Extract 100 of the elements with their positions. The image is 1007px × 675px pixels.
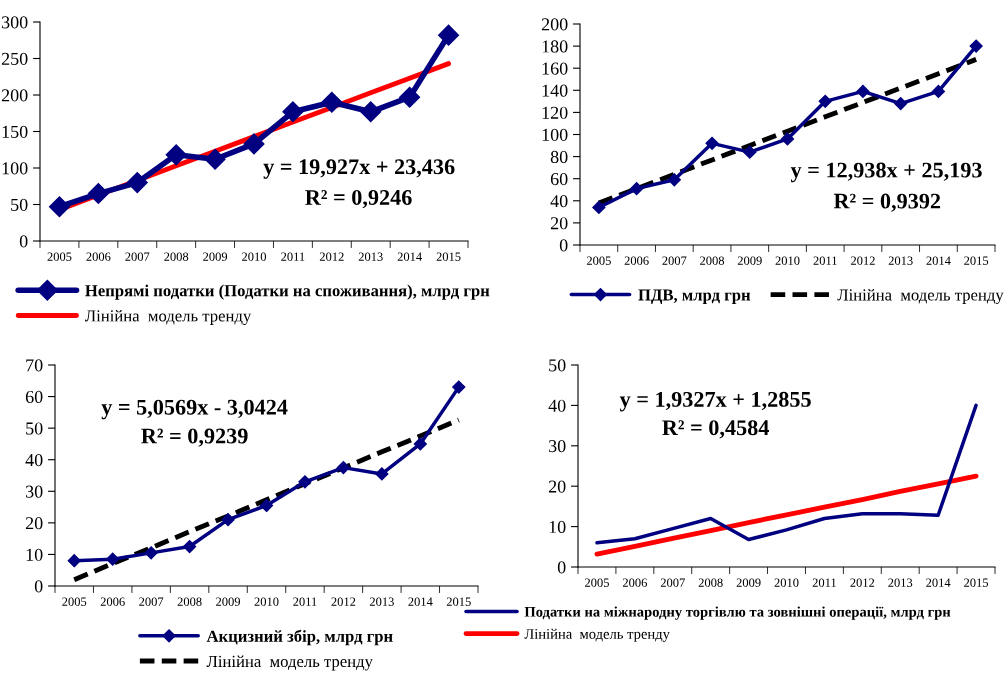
y-tick-label: 70: [26, 359, 43, 372]
y-tick-label: 100: [542, 128, 568, 141]
y-tick-label: 50: [26, 422, 43, 435]
y-tick-label: 30: [549, 440, 566, 453]
point: [360, 101, 382, 123]
y-tick-label: 250: [1, 52, 28, 65]
annotation: R² = 0,9246: [305, 189, 412, 209]
point: [144, 546, 158, 560]
point: [931, 84, 945, 98]
point: [204, 148, 226, 170]
x-tick-label: 2010: [242, 252, 267, 261]
y-tick-label: 160: [542, 62, 568, 75]
point: [282, 101, 304, 123]
point: [375, 467, 389, 481]
y-tick-label: 300: [1, 16, 28, 29]
x-tick-label: 2006: [100, 597, 125, 606]
point: [298, 475, 312, 489]
point: [969, 39, 983, 53]
point: [592, 200, 606, 215]
x-tick-label: 2006: [86, 252, 111, 261]
legend-label: Акцизний збір, млрд грн: [206, 629, 393, 646]
legend-label: Лінійна модель тренду: [524, 628, 670, 642]
point: [87, 183, 109, 205]
x-tick-label: 2015: [446, 597, 471, 606]
point: [438, 24, 460, 46]
x-tick-label: 2008: [164, 252, 189, 261]
x-tick-label: 2007: [662, 256, 687, 265]
y-tick-label: 10: [549, 520, 566, 534]
x-tick-label: 2014: [926, 578, 951, 587]
y-tick-label: 180: [542, 40, 568, 53]
point: [183, 539, 197, 554]
point: [667, 173, 681, 187]
x-tick-label: 2012: [319, 252, 344, 261]
x-tick-label: 2014: [408, 597, 433, 606]
legend-label: Лінійна модель тренду: [206, 655, 373, 671]
x-tick-label: 2008: [700, 256, 725, 265]
y-tick-label: 20: [25, 517, 43, 530]
x-tick-label: 2008: [698, 578, 723, 587]
x-tick-label: 2005: [586, 256, 611, 265]
legend-label: Лінійна модель тренду: [837, 288, 1004, 304]
y-tick-label: 50: [549, 359, 566, 372]
x-tick-label: 2014: [397, 252, 422, 261]
point: [259, 498, 274, 513]
y-tick-label: 30: [26, 485, 43, 498]
x-tick-label: 2012: [851, 256, 875, 265]
point: [106, 552, 120, 566]
x-tick-label: 2015: [964, 256, 989, 265]
x-tick-label: 2011: [813, 256, 837, 265]
x-tick-label: 2005: [585, 578, 609, 587]
y-tick-label: 50: [11, 198, 28, 211]
point: [399, 86, 421, 108]
point: [126, 172, 148, 194]
x-tick-label: 2013: [369, 597, 394, 606]
x-tick-label: 2012: [331, 597, 356, 606]
y-tick-label: 20: [548, 480, 566, 493]
y-tick-label: 200: [541, 18, 568, 31]
legend-label: Лінійна модель тренду: [85, 309, 252, 325]
y-tick-label: 0: [34, 580, 43, 593]
y-tick-label: 0: [19, 235, 28, 248]
point: [630, 182, 644, 196]
annotation: y = 19,927x + 23,436: [263, 159, 455, 179]
y-tick-label: 200: [1, 89, 28, 102]
x-tick-label: 2009: [737, 256, 762, 265]
x-tick-label: 2006: [624, 256, 649, 265]
y-tick-label: 40: [548, 399, 566, 412]
annotation: y = 1,9327x + 1,2855: [619, 391, 811, 412]
point: [48, 196, 70, 218]
y-tick-label: 0: [557, 561, 566, 574]
point: [818, 94, 832, 108]
x-tick-label: 2015: [964, 578, 989, 587]
y-tick-label: 150: [2, 125, 28, 138]
x-tick-label: 2011: [293, 597, 317, 606]
point: [336, 461, 350, 475]
x-tick-label: 2008: [177, 597, 202, 606]
line-series: [594, 473, 979, 557]
point: [743, 145, 757, 159]
annotation: y = 5,0569x - 3,0424: [101, 399, 288, 420]
point: [221, 513, 235, 527]
x-tick-label: 2010: [775, 256, 800, 265]
y-tick-label: 20: [550, 217, 568, 230]
legend-label: ПДВ, млрд грн: [638, 289, 751, 304]
point: [705, 136, 719, 150]
x-tick-label: 2010: [254, 597, 279, 606]
x-tick-label: 2012: [850, 578, 875, 587]
x-tick-label: 2014: [926, 256, 951, 265]
x-tick-label: 2005: [47, 252, 72, 261]
x-tick-label: 2011: [812, 578, 836, 587]
legend-label: Непрямі податки (Податки на споживання), млрд грн: [85, 284, 490, 300]
x-tick-label: 2009: [216, 597, 241, 606]
y-tick-label: 0: [559, 239, 568, 252]
legend-label: Податки на міжнародну торгівлю та зовнішні операції, млрд грн: [524, 606, 951, 620]
point: [165, 144, 187, 166]
point: [452, 380, 466, 394]
point: [321, 91, 343, 113]
annotation: y = 12,938x + 25,193: [790, 162, 982, 183]
x-tick-label: 2009: [203, 252, 228, 261]
y-tick-label: 120: [542, 106, 568, 119]
point: [894, 96, 908, 111]
point: [243, 133, 265, 155]
point: [856, 84, 870, 98]
